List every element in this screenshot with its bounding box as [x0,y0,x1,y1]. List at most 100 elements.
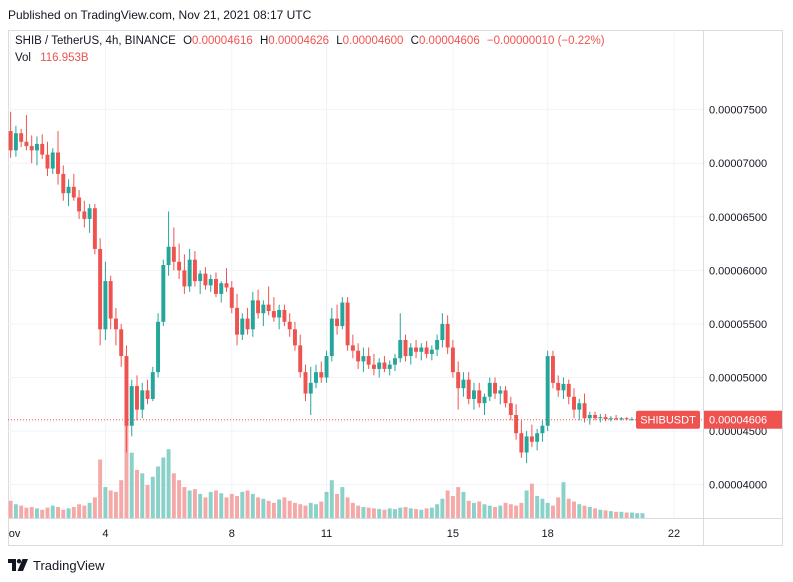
candle-body [556,382,561,391]
volume-bar [545,502,550,518]
candle-body [503,390,508,404]
candle-body [245,318,250,330]
candle-body [450,347,455,373]
candle-body [303,372,308,394]
candle-body [456,372,461,389]
volume-bar [556,497,561,518]
candle [545,350,550,432]
price-tick-label: 0.00006500 [709,212,767,224]
volume-bar [287,500,292,518]
volume-bar [498,505,503,518]
candle [61,165,66,201]
volume-bar [198,493,203,518]
candle [166,211,171,276]
candle-body [614,418,619,420]
volume-bar [235,496,240,518]
volume-bar [572,501,576,518]
volume-bar [66,508,71,518]
candle [471,382,476,410]
candle [198,270,203,294]
volume-bar [345,497,350,518]
candle-body [82,211,87,219]
candle-body [561,383,566,391]
chart-frame [8,30,783,546]
tradingview-logo-icon [8,559,28,571]
candle-body [277,310,282,318]
candle-body [493,382,498,394]
candle [371,353,376,376]
volume-bar [535,496,540,518]
candle-body [177,261,182,271]
candle-body [19,133,24,142]
candle [45,141,50,177]
candlestick-chart[interactable]: 0.00007500 0.00007000 0.00006500 0.00006000… [8,30,783,546]
candle [398,313,403,363]
time-tick-label: 8 [229,528,235,540]
footer[interactable]: TradingView [8,556,105,574]
candle-body [208,278,213,286]
candle-body [603,417,608,420]
candle [77,190,82,219]
volume-bar [140,473,145,518]
volume-bar [8,500,13,518]
volume-bar [303,505,308,518]
candle-body [13,133,18,151]
volume-bar [350,502,355,518]
candle [187,248,192,292]
volume-bar [13,504,18,518]
candle-body [419,347,424,352]
volume-bar [524,490,529,518]
volume-bar [435,504,440,518]
candle [614,415,619,421]
volume-bar [514,505,519,518]
time-tick-label: 22 [668,528,680,540]
volume-bar [266,500,271,518]
candle-body [514,415,519,434]
volume-bar [166,449,171,518]
candle-body [292,329,297,346]
volume-bar [82,505,87,518]
candle-body [182,270,187,287]
candles [8,111,645,464]
candle [245,307,250,335]
candle [356,343,361,369]
candle-body [77,197,82,212]
candle-body [329,318,334,357]
volume-bar [261,498,266,518]
candle [477,382,482,408]
volume-bar [224,497,229,518]
time-tick-label: 18 [542,528,554,540]
candle [345,297,350,351]
volume-bar [29,507,34,518]
candle-body [366,356,371,365]
candle-body [308,382,313,394]
candle-body [71,186,76,198]
volume-bar [103,487,108,518]
candle [424,341,429,359]
price-tick-label: 0.00004000 [709,480,767,492]
price-tick-label: 0.00004500 [709,426,767,438]
candle [561,377,566,399]
candle [66,179,71,207]
volume-bar [98,459,103,518]
candle-body [282,310,287,322]
volume-bar [24,507,29,518]
candle-body [34,143,39,151]
candle [419,343,424,361]
time-tick-label: 11 [321,528,332,540]
volume-bar [219,493,224,518]
candle-body [124,356,129,426]
candle [377,358,382,378]
candle [519,420,524,458]
volume-bar [561,482,566,518]
time-tick-label: 4 [102,528,108,540]
candle-body [593,415,598,419]
volume-bar [87,502,92,518]
volume-bar [192,489,197,518]
candle [98,238,103,346]
volume-bar [450,496,455,518]
candle [129,379,134,437]
candle [529,424,534,448]
volume-bar [424,508,429,518]
candle-body [103,281,108,330]
